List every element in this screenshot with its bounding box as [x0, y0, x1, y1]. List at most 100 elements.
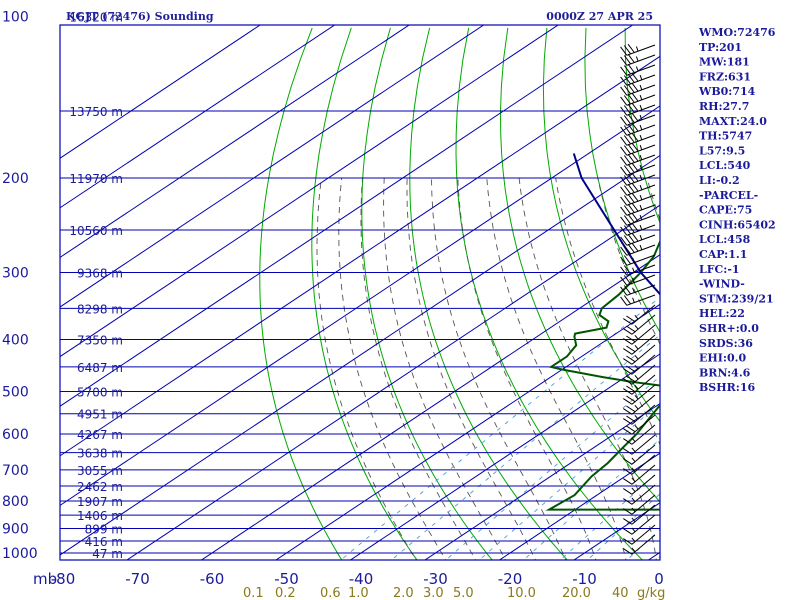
wind-barb-feather	[623, 85, 631, 95]
height-tick-label: 416 m	[85, 535, 123, 549]
wind-barb	[626, 234, 656, 246]
moist-adiabat	[457, 177, 597, 560]
isotherm-line	[60, 25, 634, 407]
index-line: FRZ:631	[699, 70, 751, 83]
wind-barb-feather	[631, 132, 639, 142]
wind-barb-half-feather	[631, 477, 636, 483]
height-tick-label: 16320 m	[69, 11, 123, 25]
wind-barb-feather	[631, 82, 639, 92]
wind-barb-feather	[623, 378, 633, 385]
wind-barb	[626, 254, 656, 266]
wind-barb-feather	[627, 93, 635, 103]
wind-barb-feather	[627, 43, 635, 53]
pressure-tick-label: 800	[2, 494, 29, 510]
wind-barb	[631, 494, 656, 515]
wind-barb	[631, 384, 656, 405]
height-tick-label: 6487 m	[77, 361, 123, 375]
index-line: CAP:1.1	[699, 248, 747, 261]
wind-barb	[631, 394, 656, 415]
mixing-ratio-label: g/kg	[637, 586, 665, 600]
wind-barb	[626, 264, 656, 276]
wind-barb-feather	[620, 86, 628, 96]
wind-barb-half-feather	[635, 46, 639, 52]
wind-barb-half-feather	[639, 184, 643, 190]
wind-barb-feather	[631, 92, 639, 102]
isotherms	[60, 5, 800, 565]
wind-barb-feather	[620, 166, 628, 176]
wind-barb-feather	[631, 222, 639, 232]
wind-barb-feather	[631, 122, 639, 132]
wind-barb	[626, 134, 656, 146]
wind-barb-feather	[623, 338, 633, 345]
wind-barb-feather	[627, 213, 635, 223]
index-line: BRN:4.6	[699, 366, 751, 379]
wind-barb	[631, 454, 656, 475]
wind-barb-feather	[631, 72, 639, 82]
height-tick-label: 1406 m	[77, 509, 123, 523]
wind-barb	[626, 284, 656, 296]
wind-barb	[626, 64, 656, 76]
wind-barb-feather	[623, 105, 631, 115]
pressure-tick-label: 500	[2, 385, 29, 401]
wind-barb	[626, 74, 656, 86]
pressure-unit-label: mb	[33, 570, 57, 588]
wind-barb-half-feather	[639, 174, 643, 180]
isotherm-line	[791, 5, 800, 565]
wind-barb-feather	[623, 448, 633, 455]
isotherm-line	[573, 502, 660, 560]
wind-barb-feather	[623, 528, 633, 535]
wind-barb-feather	[623, 155, 631, 165]
wind-barb-feather	[623, 275, 631, 285]
wind-barb-feather	[620, 46, 628, 56]
wind-barb-half-feather	[634, 414, 639, 420]
wind-barb-feather	[623, 215, 631, 225]
wind-barb-half-feather	[632, 257, 635, 263]
isotherm-line	[60, 25, 411, 259]
mixing-ratio-label: 3.0	[423, 586, 444, 600]
wind-barb-feather	[631, 212, 639, 222]
wind-barb-half-feather	[639, 144, 643, 150]
wind-barb-feather	[620, 66, 628, 76]
wind-barb	[626, 124, 656, 136]
wind-barb	[631, 524, 656, 545]
moist-adiabat	[431, 177, 567, 560]
wind-barb-feather	[623, 398, 633, 405]
height-tick-label: 3055 m	[77, 464, 123, 478]
wind-barb-feather	[627, 203, 635, 213]
isotherm-line	[60, 55, 660, 457]
wind-barb-half-feather	[631, 487, 636, 493]
wind-barb-feather	[631, 232, 639, 242]
wind-barb-feather	[623, 318, 633, 325]
isotherm-line	[60, 25, 262, 159]
wind-barb	[626, 114, 656, 126]
wind-barb	[626, 184, 656, 196]
index-line: BSHR:16	[699, 381, 755, 394]
index-line: SHR+:0.0	[699, 322, 759, 335]
wind-barb-feather	[627, 153, 635, 163]
wind-barb	[626, 174, 656, 186]
wind-barb-half-feather	[631, 547, 636, 553]
wind-barb-feather	[623, 508, 633, 515]
wind-barb	[626, 224, 656, 236]
wind-barb-feather	[620, 236, 628, 246]
isotherm-line	[424, 402, 660, 560]
moist-adiabat	[518, 177, 657, 560]
wind-barb-half-feather	[634, 334, 639, 340]
wind-barb-half-feather	[632, 297, 635, 303]
index-line: -PARCEL-	[699, 189, 758, 202]
mixing-ratio-label: 40	[612, 586, 629, 600]
wind-barb-feather	[620, 156, 628, 166]
wind-barb-feather	[631, 242, 639, 252]
wind-barb-feather	[623, 195, 631, 205]
wind-barb-feather	[627, 233, 635, 243]
height-tick-label: 11970 m	[69, 172, 123, 186]
wind-barb	[631, 324, 656, 345]
mixing-ratio-line	[586, 493, 660, 560]
wind-barb-feather	[627, 113, 635, 123]
wind-barb-feather	[627, 243, 635, 253]
moist-adiabat	[383, 177, 507, 560]
wind-barb	[626, 84, 656, 96]
wind-barb-half-feather	[634, 344, 639, 350]
wind-barb-feather	[631, 202, 639, 212]
isotherm-line	[60, 154, 660, 556]
